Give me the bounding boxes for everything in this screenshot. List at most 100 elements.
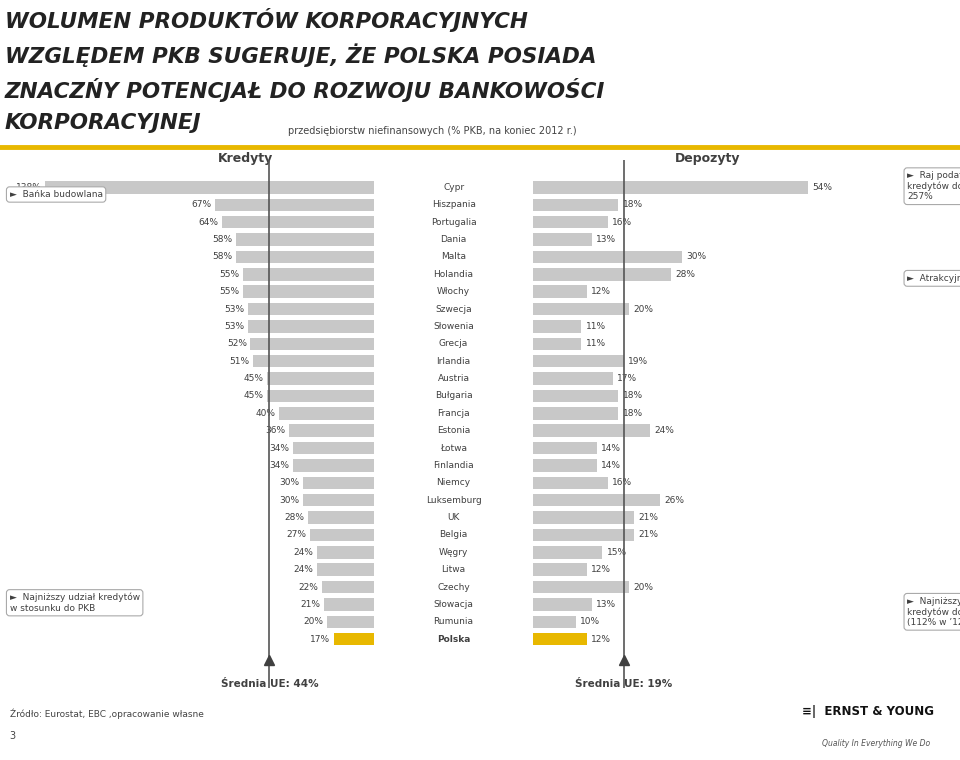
Text: 53%: 53% <box>225 305 245 314</box>
Bar <box>523 511 635 524</box>
Text: 20%: 20% <box>303 617 324 626</box>
Text: ZNACZŃY POTENCJAŁ DO ROZWOJU BANKOWOŚCI: ZNACZŃY POTENCJAŁ DO ROZWOJU BANKOWOŚCI <box>5 78 605 103</box>
Text: Włochy: Włochy <box>437 287 470 296</box>
Bar <box>307 511 374 524</box>
Text: 11%: 11% <box>586 322 606 331</box>
Text: 18%: 18% <box>622 201 642 209</box>
Text: Dania: Dania <box>441 235 467 244</box>
Text: 13%: 13% <box>596 235 616 244</box>
Text: 30%: 30% <box>279 478 300 487</box>
Text: ►  Raj podatkowy, relacja
kredytów do depozytów -
257%: ► Raj podatkowy, relacja kredytów do dep… <box>907 171 960 201</box>
Bar <box>523 233 591 245</box>
Bar <box>267 390 374 402</box>
Bar <box>317 563 374 576</box>
Bar <box>523 390 618 402</box>
Text: Holandia: Holandia <box>434 270 473 279</box>
Text: Estonia: Estonia <box>437 426 470 435</box>
Bar <box>248 302 374 315</box>
Text: 11%: 11% <box>586 339 606 348</box>
Text: 52%: 52% <box>227 339 247 348</box>
Text: 12%: 12% <box>590 565 611 574</box>
Text: Irlandia: Irlandia <box>437 356 470 366</box>
Bar <box>45 181 374 194</box>
Bar <box>523 407 618 420</box>
Bar <box>236 251 374 263</box>
Text: Średnia UE: 19%: Średnia UE: 19% <box>575 679 672 689</box>
Text: Szwecja: Szwecja <box>435 305 472 314</box>
Bar <box>243 286 374 298</box>
Bar <box>523 477 608 489</box>
Text: 19%: 19% <box>628 356 648 366</box>
Text: 34%: 34% <box>270 461 290 470</box>
Bar <box>523 529 635 541</box>
Text: Luksemburg: Luksemburg <box>425 496 482 505</box>
Bar <box>243 268 374 280</box>
Text: 17%: 17% <box>617 374 637 383</box>
Bar <box>222 216 374 229</box>
Text: 3: 3 <box>10 731 15 741</box>
Text: 21%: 21% <box>638 513 659 522</box>
Text: 16%: 16% <box>612 478 632 487</box>
Bar <box>523 581 629 594</box>
Text: 58%: 58% <box>212 252 232 261</box>
Text: 30%: 30% <box>685 252 706 261</box>
Bar <box>289 424 374 437</box>
Text: Francja: Francja <box>438 409 469 418</box>
Bar <box>523 563 587 576</box>
Text: 12%: 12% <box>590 635 611 644</box>
Text: ►  Najniższy udział kredytów
w stosunku do PKB: ► Najniższy udział kredytów w stosunku d… <box>10 593 140 613</box>
Text: Rumunia: Rumunia <box>434 617 473 626</box>
Text: Bułgaria: Bułgaria <box>435 391 472 401</box>
Text: 27%: 27% <box>286 530 306 540</box>
Text: ►  Atrakcyjność podatkowa: ► Atrakcyjność podatkowa <box>907 274 960 283</box>
Bar <box>334 633 374 645</box>
Text: ►  Bańka budowlana: ► Bańka budowlana <box>10 190 103 199</box>
Bar <box>523 459 597 472</box>
Text: 45%: 45% <box>244 391 263 401</box>
Text: 21%: 21% <box>638 530 659 540</box>
Text: 24%: 24% <box>294 548 314 557</box>
Bar <box>279 407 374 420</box>
Text: 17%: 17% <box>310 635 330 644</box>
Text: 13%: 13% <box>596 600 616 609</box>
Text: Węgry: Węgry <box>439 548 468 557</box>
Bar <box>317 546 374 559</box>
Text: 18%: 18% <box>622 391 642 401</box>
Bar <box>267 372 374 385</box>
Text: 45%: 45% <box>244 374 263 383</box>
Text: ►  Najniższy w UE wskaźnik
kredytów do depozytów
(112% w ’12): ► Najniższy w UE wskaźnik kredytów do de… <box>907 597 960 627</box>
Text: ≡|  ERNST & YOUNG: ≡| ERNST & YOUNG <box>802 705 933 718</box>
Text: Litwa: Litwa <box>442 565 466 574</box>
Bar <box>523 616 576 628</box>
Bar <box>302 477 374 489</box>
Text: 36%: 36% <box>265 426 285 435</box>
Bar <box>523 424 650 437</box>
Text: KORPORACYJNEJ: KORPORACYJNEJ <box>5 113 202 133</box>
Text: Niemcy: Niemcy <box>437 478 470 487</box>
Bar <box>523 320 582 333</box>
Text: Słowacja: Słowacja <box>434 600 473 609</box>
Text: 14%: 14% <box>601 461 621 470</box>
Text: przedsiębiorstw niefinansowych (% PKB, na koniec 2012 r.): przedsiębiorstw niefinansowych (% PKB, n… <box>288 126 577 136</box>
Text: Portugalia: Portugalia <box>431 217 476 226</box>
Text: 30%: 30% <box>279 496 300 505</box>
Text: 28%: 28% <box>284 513 304 522</box>
Bar <box>324 598 374 610</box>
Text: 14%: 14% <box>601 444 621 452</box>
Text: 28%: 28% <box>675 270 695 279</box>
Bar <box>523 251 682 263</box>
Text: Hiszpania: Hiszpania <box>432 201 475 209</box>
Text: 18%: 18% <box>622 409 642 418</box>
Text: 10%: 10% <box>580 617 600 626</box>
Bar <box>248 320 374 333</box>
Bar <box>523 442 597 454</box>
Text: 51%: 51% <box>229 356 250 366</box>
Text: Malta: Malta <box>441 252 467 261</box>
Bar <box>523 286 587 298</box>
Text: WZGLĘDEM PKB SUGERUJE, ŻE POLSKA POSIADA: WZGLĘDEM PKB SUGERUJE, ŻE POLSKA POSIADA <box>5 43 596 67</box>
Text: Źródło: Eurostat, EBC ,opracowanie własne: Źródło: Eurostat, EBC ,opracowanie własn… <box>10 708 204 719</box>
Text: Finlandia: Finlandia <box>433 461 474 470</box>
Text: 22%: 22% <box>299 582 319 591</box>
Text: 20%: 20% <box>633 305 653 314</box>
Bar <box>294 459 374 472</box>
